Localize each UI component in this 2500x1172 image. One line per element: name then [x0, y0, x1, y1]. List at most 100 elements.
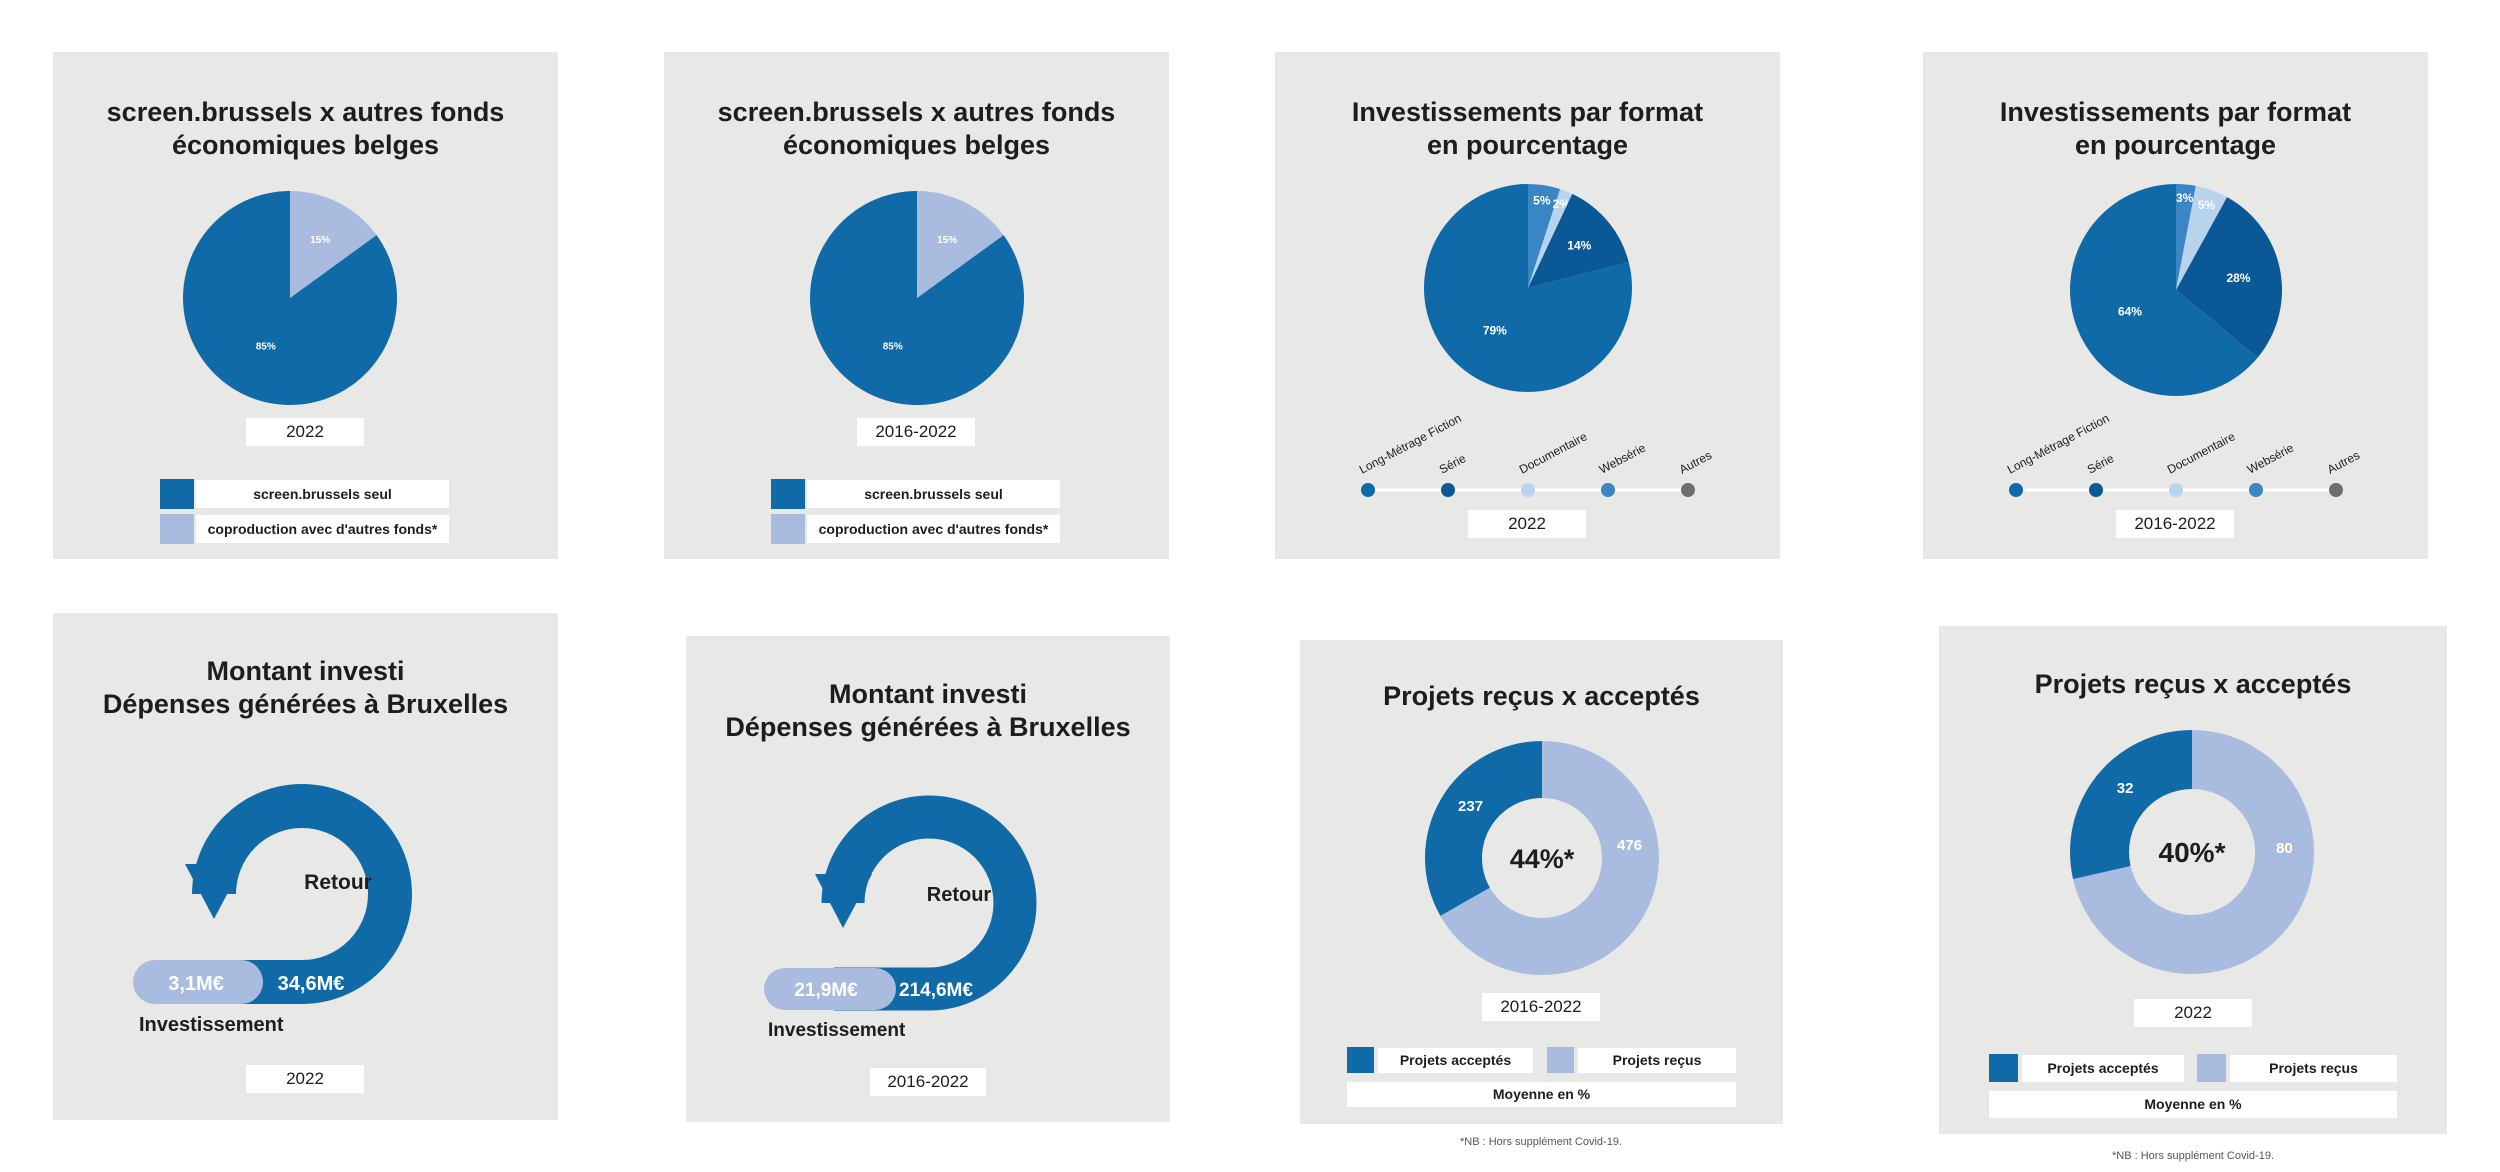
legend-label-serie: Série — [2085, 451, 2117, 477]
pie-slice-webserie — [1528, 184, 1561, 288]
legend-swatch-received — [1547, 1047, 1574, 1073]
legend-label-autres: Autres — [1677, 448, 1714, 477]
slice-label-long-metrage-fiction: 79% — [1483, 324, 1507, 338]
donut-chart-projects-2022: 32 80 40%* — [2070, 730, 2314, 974]
legend-label-webserie: Websérie — [1597, 440, 1648, 476]
return-arrow-graphic: 3,1M€ 34,6M€ Retour Investissement — [133, 784, 412, 1036]
legend-dot-webserie — [2249, 483, 2263, 497]
pie-slice-coproduction-avec-d-autres-fonds — [290, 191, 377, 298]
legend-label-screen-brussels: screen.brussels seul — [807, 480, 1060, 508]
return-arc — [192, 784, 412, 1004]
slice-label-screen-brussels-seul: 85% — [883, 342, 903, 353]
pie-slice-documentaire — [1528, 189, 1573, 288]
return-arc — [821, 795, 1037, 1011]
chart-panel-ownership-2022: screen.brussels x autres fonds économiqu… — [53, 52, 558, 559]
legend-swatch-received — [2197, 1054, 2226, 1082]
invested-pill — [764, 968, 896, 1010]
chart-title: Investissements par format en pourcentag… — [1999, 97, 2352, 160]
return-arrow-head — [815, 874, 872, 928]
slice-label-coproduction-avec-d-autres-fonds: 15% — [937, 235, 957, 246]
segment-label-accepted: 237 — [1458, 798, 1483, 815]
legend-label-received: Projets reçus — [1578, 1048, 1736, 1073]
pie-chart-ownership-2016-2022: 15% 85% — [810, 191, 1024, 406]
slice-label-webserie: 3% — [2176, 191, 2194, 205]
legend-dot-serie — [2089, 483, 2103, 497]
legend-label-received: Projets reçus — [2230, 1055, 2397, 1082]
donut-segment-projets-acceptes — [2070, 730, 2192, 880]
donut-segment-projets-recus — [1440, 741, 1659, 975]
chart-title: Montant investi Dépenses générées à Brux… — [725, 679, 1131, 742]
pie-slice-long-metrage-fiction — [1424, 184, 1632, 392]
pie-slice-serie — [2176, 197, 2282, 358]
investment-label: Investissement — [768, 1020, 906, 1041]
donut-center-percentage: 44%* — [1510, 844, 1575, 874]
investment-label: Investissement — [139, 1014, 284, 1036]
chart-title: Investissements par format en pourcentag… — [1351, 97, 1704, 160]
generated-value: 214,6M€ — [899, 980, 973, 1001]
legend-label-coproduction: coproduction avec d'autres fonds* — [196, 515, 449, 543]
legend-dot-autres — [1681, 483, 1695, 497]
chart-panel-ownership-2016-2022: screen.brussels x autres fonds économiqu… — [664, 52, 1169, 559]
legend-dot-documentaire — [2169, 483, 2183, 497]
pie-slice-screen-brussels-seul — [182, 191, 397, 406]
period-label: 2022 — [246, 418, 364, 446]
legend-label-accepted: Projets acceptés — [2022, 1055, 2184, 1082]
pie-slice-screen-brussels-seul — [810, 191, 1024, 406]
legend-swatch-coproduction — [771, 514, 805, 544]
footnote: *NB : Hors supplément Covid-19. — [2111, 1150, 2274, 1162]
period-label: 2022 — [2134, 999, 2252, 1027]
slice-label-webserie: 5% — [1533, 194, 1551, 208]
pie-chart-ownership-2022: 15% 85% — [182, 191, 397, 406]
period-label: 2022 — [246, 1065, 364, 1093]
pie-slice-serie — [1528, 193, 1629, 288]
slice-label-coproduction-avec-d-autres-fonds: 15% — [310, 235, 330, 246]
return-arrow-head — [185, 864, 243, 919]
pie-slice-documentaire — [2176, 185, 2228, 290]
chart-title: Montant investi Dépenses générées à Brux… — [102, 656, 509, 719]
segment-label-received: 476 — [1617, 837, 1642, 854]
segment-label-received: 80 — [2276, 840, 2293, 857]
chart-panel-return-2016-2022: Montant investi Dépenses générées à Brux… — [686, 636, 1170, 1122]
legend-swatch-coproduction — [160, 514, 194, 544]
slice-label-serie: 28% — [2226, 271, 2250, 285]
slice-label-screen-brussels-seul: 85% — [256, 342, 276, 353]
chart-panel-formats-2016-2022: Investissements par format en pourcentag… — [1923, 52, 2428, 559]
chart-title: screen.brussels x autres fonds économiqu… — [717, 97, 1116, 160]
donut-center-percentage: 40%* — [2159, 837, 2226, 868]
donut-segment-projets-recus — [2073, 730, 2314, 974]
period-label: 2016-2022 — [2116, 510, 2234, 538]
generated-value: 34,6M€ — [278, 973, 345, 995]
pie-slice-webserie — [2176, 184, 2196, 290]
return-label: Retour — [927, 884, 992, 906]
chart-panel-formats-2022: Investissements par format en pourcentag… — [1275, 52, 1780, 559]
legend-label-documentaire: Documentaire — [1517, 429, 1590, 477]
segment-label-accepted: 32 — [2117, 780, 2134, 797]
legend-dot-documentaire — [1521, 483, 1535, 497]
legend-dot-long-metrage-fiction — [2009, 483, 2023, 497]
period-label: 2022 — [1468, 510, 1586, 538]
slice-label-long-metrage-fiction: 64% — [2118, 305, 2142, 319]
chart-title: screen.brussels x autres fonds économiqu… — [106, 97, 505, 160]
period-label: 2016-2022 — [870, 1068, 986, 1096]
footnote: *NB : Hors supplément Covid-19. — [1459, 1136, 1622, 1148]
period-label: 2016-2022 — [857, 418, 975, 446]
invested-value: 3,1M€ — [168, 973, 224, 995]
pie-slice-long-metrage-fiction — [2070, 184, 2258, 396]
average-label: Moyenne en % — [1347, 1082, 1736, 1107]
legend-swatch-accepted — [1347, 1047, 1374, 1073]
legend-dot-webserie — [1601, 483, 1615, 497]
return-label: Retour — [304, 871, 372, 894]
donut-chart-projects-2016-2022: 237 476 44%* — [1425, 741, 1659, 975]
donut-segment-projets-acceptes — [1425, 741, 1542, 916]
pie-slice-coproduction-avec-d-autres-fonds — [917, 191, 1004, 298]
invested-value: 21,9M€ — [794, 980, 858, 1001]
chart-title: Projets reçus x acceptés — [1383, 681, 1700, 711]
legend-label-coproduction: coproduction avec d'autres fonds* — [807, 515, 1060, 543]
legend-dot-long-metrage-fiction — [1361, 483, 1375, 497]
legend-swatch-screen-brussels — [160, 479, 194, 509]
legend-label-screen-brussels: screen.brussels seul — [196, 480, 449, 508]
return-arrow-graphic: 21,9M€ 214,6M€ Retour Investissement — [764, 795, 1037, 1041]
chart-panel-projects-2022: Projets reçus x acceptés 32 80 40%* 2022 P… — [1939, 626, 2447, 1134]
